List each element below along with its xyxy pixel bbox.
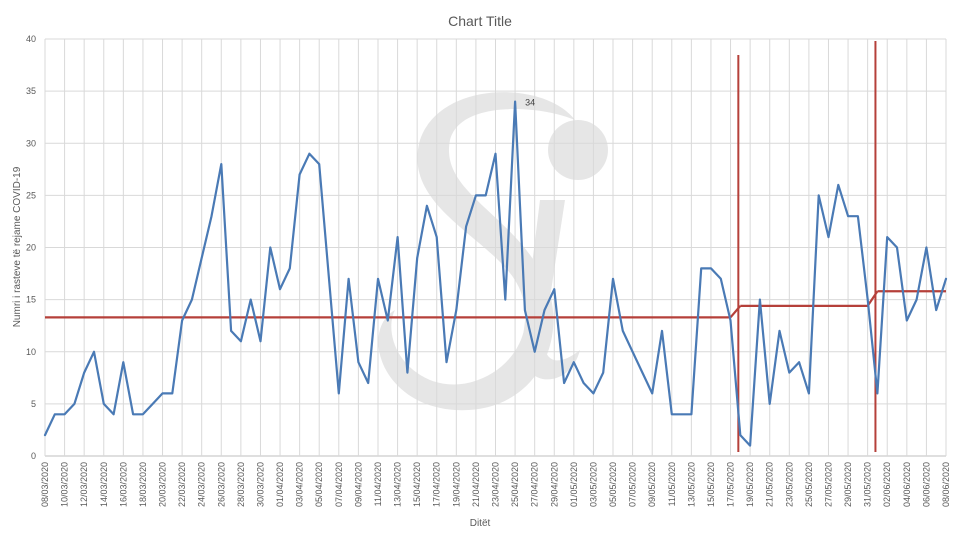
y-tick-label: 10 <box>26 347 36 357</box>
x-tick-label: 28/03/2020 <box>236 462 246 507</box>
x-tick-label: 19/04/2020 <box>451 462 461 507</box>
x-tick-label: 05/04/2020 <box>314 462 324 507</box>
x-tick-label: 16/03/2020 <box>118 462 128 507</box>
x-tick-label: 13/04/2020 <box>393 462 403 507</box>
x-tick-label: 08/06/2020 <box>941 462 951 507</box>
x-tick-label: 05/05/2020 <box>608 462 618 507</box>
series-group <box>43 41 948 452</box>
x-tick-label: 23/05/2020 <box>784 462 794 507</box>
x-tick-label: 06/06/2020 <box>921 462 931 507</box>
x-tick-label: 12/03/2020 <box>79 462 89 507</box>
x-tick-label: 22/03/2020 <box>177 462 187 507</box>
x-tick-label: 09/04/2020 <box>353 462 363 507</box>
x-tick-label: 31/05/2020 <box>863 462 873 507</box>
x-tick-label: 29/04/2020 <box>549 462 559 507</box>
chart-title: Chart Title <box>448 13 512 29</box>
x-tick-label: 27/05/2020 <box>823 462 833 507</box>
x-tick-labels: 08/03/2020 10/03/2020 12/03/2020 14/03/2020… <box>40 462 951 507</box>
x-tick-label: 02/06/2020 <box>882 462 892 507</box>
x-tick-label: 07/04/2020 <box>334 462 344 507</box>
x-tick-label: 08/03/2020 <box>40 462 50 507</box>
x-axis-title: Ditët <box>470 518 491 529</box>
gridlines <box>44 38 947 457</box>
x-tick-label: 03/05/2020 <box>588 462 598 507</box>
x-tick-label: 11/05/2020 <box>667 462 677 506</box>
x-tick-label: 27/04/2020 <box>530 462 540 507</box>
x-tick-label: 21/05/2020 <box>765 462 775 507</box>
watermark-i-stem <box>521 200 580 380</box>
data-label: 34 <box>525 98 535 108</box>
x-tick-label: 19/05/2020 <box>745 462 755 507</box>
y-axis-title: Numri i rasteve të rejame COVID-19 <box>12 166 23 327</box>
x-tick-label: 13/05/2020 <box>686 462 696 507</box>
x-tick-label: 18/03/2020 <box>138 462 148 507</box>
x-tick-label: 25/05/2020 <box>804 462 814 507</box>
watermark-dot <box>548 120 608 180</box>
x-tick-label: 20/03/2020 <box>158 462 168 507</box>
x-tick-label: 29/05/2020 <box>843 462 853 507</box>
x-tick-label: 17/05/2020 <box>726 462 736 507</box>
y-tick-label: 5 <box>31 399 36 409</box>
x-tick-label: 24/03/2020 <box>197 462 207 507</box>
x-tick-label: 07/05/2020 <box>628 462 638 507</box>
x-tick-label: 01/04/2020 <box>275 462 285 507</box>
y-tick-label: 40 <box>26 34 36 44</box>
x-tick-label: 23/04/2020 <box>491 462 501 507</box>
y-tick-label: 0 <box>31 451 36 461</box>
x-tick-label: 10/03/2020 <box>60 462 70 507</box>
x-tick-label: 15/05/2020 <box>706 462 716 507</box>
y-tick-label: 30 <box>26 138 36 148</box>
y-tick-label: 15 <box>26 295 36 305</box>
x-tick-label: 11/04/2020 <box>373 462 383 506</box>
y-tick-label: 25 <box>26 190 36 200</box>
x-tick-label: 03/04/2020 <box>295 462 305 507</box>
y-tick-label: 20 <box>26 243 36 253</box>
x-tick-label: 14/03/2020 <box>99 462 109 507</box>
x-tick-label: 01/05/2020 <box>569 462 579 507</box>
x-tick-label: 26/03/2020 <box>216 462 226 507</box>
x-tick-label: 04/06/2020 <box>902 462 912 507</box>
watermark-s-shape <box>378 92 575 411</box>
x-tick-label: 21/04/2020 <box>471 462 481 507</box>
series-line-daily-cases <box>43 100 948 447</box>
x-tick-label: 30/03/2020 <box>255 462 265 507</box>
x-tick-label: 09/05/2020 <box>647 462 657 507</box>
x-tick-label: 15/04/2020 <box>412 462 422 507</box>
y-tick-label: 35 <box>26 86 36 96</box>
y-tick-labels: 0 5 10 15 20 25 30 35 40 <box>26 34 36 461</box>
annotations: 34 <box>525 98 535 108</box>
x-tick-label: 25/04/2020 <box>510 462 520 507</box>
x-tick-label: 17/04/2020 <box>432 462 442 507</box>
